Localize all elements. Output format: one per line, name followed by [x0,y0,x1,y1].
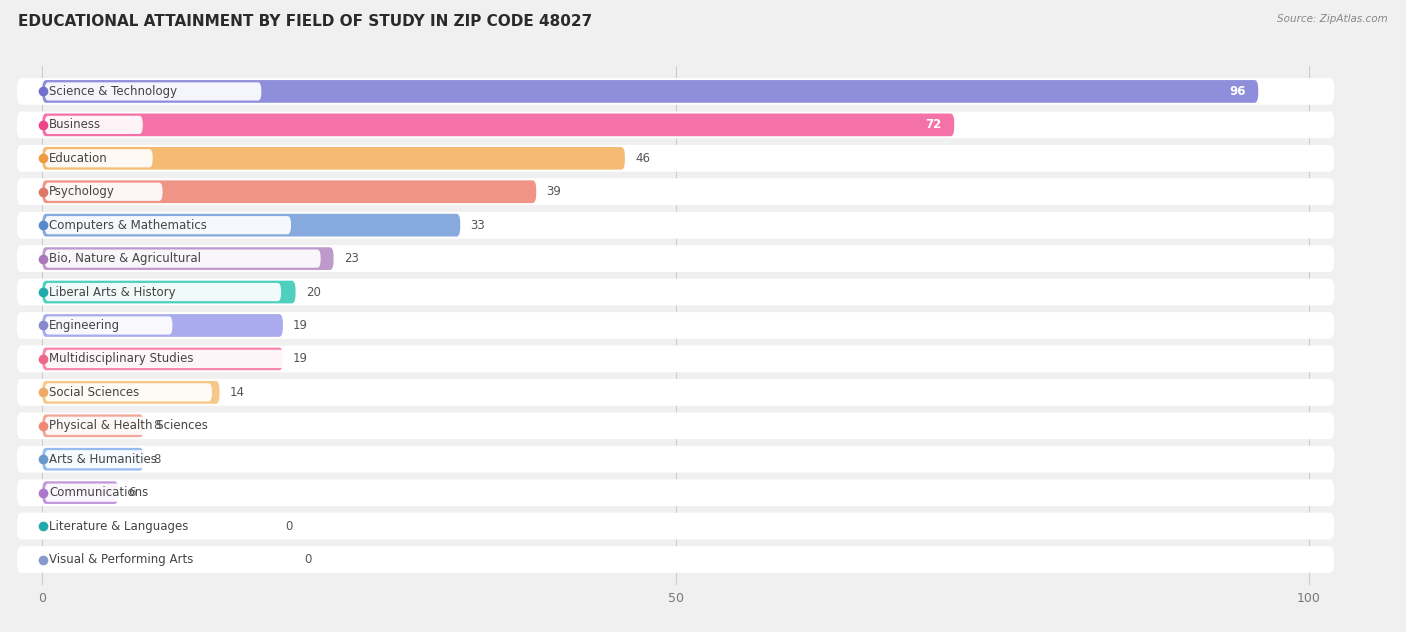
Text: 0: 0 [305,553,312,566]
Text: 23: 23 [343,252,359,265]
Text: Computers & Mathematics: Computers & Mathematics [49,219,207,232]
Text: 19: 19 [292,319,308,332]
FancyBboxPatch shape [45,383,212,401]
FancyBboxPatch shape [45,116,143,134]
Text: 0: 0 [285,520,292,533]
FancyBboxPatch shape [45,350,311,368]
FancyBboxPatch shape [45,283,281,301]
Text: 72: 72 [925,118,942,131]
FancyBboxPatch shape [17,212,1334,238]
FancyBboxPatch shape [45,483,202,502]
Text: Social Sciences: Social Sciences [49,386,139,399]
Text: 19: 19 [292,353,308,365]
FancyBboxPatch shape [17,111,1334,138]
Text: Liberal Arts & History: Liberal Arts & History [49,286,176,298]
Text: Engineering: Engineering [49,319,121,332]
FancyBboxPatch shape [45,82,262,100]
FancyBboxPatch shape [17,413,1334,439]
FancyBboxPatch shape [42,247,333,270]
Text: 96: 96 [1229,85,1246,98]
FancyBboxPatch shape [45,216,291,234]
FancyBboxPatch shape [42,180,536,203]
FancyBboxPatch shape [17,178,1334,205]
FancyBboxPatch shape [45,250,321,268]
FancyBboxPatch shape [17,546,1334,573]
FancyBboxPatch shape [42,415,143,437]
FancyBboxPatch shape [42,114,955,137]
FancyBboxPatch shape [17,346,1334,372]
FancyBboxPatch shape [45,517,281,535]
Text: Visual & Performing Arts: Visual & Performing Arts [49,553,194,566]
FancyBboxPatch shape [42,482,118,504]
Text: 6: 6 [128,486,136,499]
Text: 39: 39 [547,185,561,198]
Text: 8: 8 [153,453,162,466]
FancyBboxPatch shape [45,183,163,201]
Text: Literature & Languages: Literature & Languages [49,520,188,533]
FancyBboxPatch shape [42,214,460,236]
FancyBboxPatch shape [17,379,1334,406]
FancyBboxPatch shape [42,80,1258,103]
FancyBboxPatch shape [17,145,1334,172]
Text: Science & Technology: Science & Technology [49,85,177,98]
FancyBboxPatch shape [42,281,295,303]
Text: Multidisciplinary Studies: Multidisciplinary Studies [49,353,194,365]
FancyBboxPatch shape [45,149,153,167]
FancyBboxPatch shape [42,348,283,370]
Text: Education: Education [49,152,108,165]
Text: Business: Business [49,118,101,131]
FancyBboxPatch shape [42,448,143,471]
Text: Communications: Communications [49,486,149,499]
Text: EDUCATIONAL ATTAINMENT BY FIELD OF STUDY IN ZIP CODE 48027: EDUCATIONAL ATTAINMENT BY FIELD OF STUDY… [18,14,592,29]
FancyBboxPatch shape [17,513,1334,540]
FancyBboxPatch shape [45,450,232,468]
Text: Bio, Nature & Agricultural: Bio, Nature & Agricultural [49,252,201,265]
Text: Physical & Health Sciences: Physical & Health Sciences [49,419,208,432]
Text: 14: 14 [229,386,245,399]
Text: 33: 33 [471,219,485,232]
Text: Source: ZipAtlas.com: Source: ZipAtlas.com [1277,14,1388,24]
FancyBboxPatch shape [17,279,1334,305]
FancyBboxPatch shape [45,416,321,435]
Text: Psychology: Psychology [49,185,115,198]
FancyBboxPatch shape [17,446,1334,473]
Text: 8: 8 [153,419,162,432]
FancyBboxPatch shape [17,312,1334,339]
FancyBboxPatch shape [17,78,1334,105]
Text: 20: 20 [305,286,321,298]
FancyBboxPatch shape [42,381,219,404]
FancyBboxPatch shape [42,147,624,169]
FancyBboxPatch shape [42,314,283,337]
FancyBboxPatch shape [17,479,1334,506]
Text: 46: 46 [636,152,650,165]
FancyBboxPatch shape [45,317,173,334]
Text: Arts & Humanities: Arts & Humanities [49,453,157,466]
FancyBboxPatch shape [45,550,301,569]
FancyBboxPatch shape [17,245,1334,272]
